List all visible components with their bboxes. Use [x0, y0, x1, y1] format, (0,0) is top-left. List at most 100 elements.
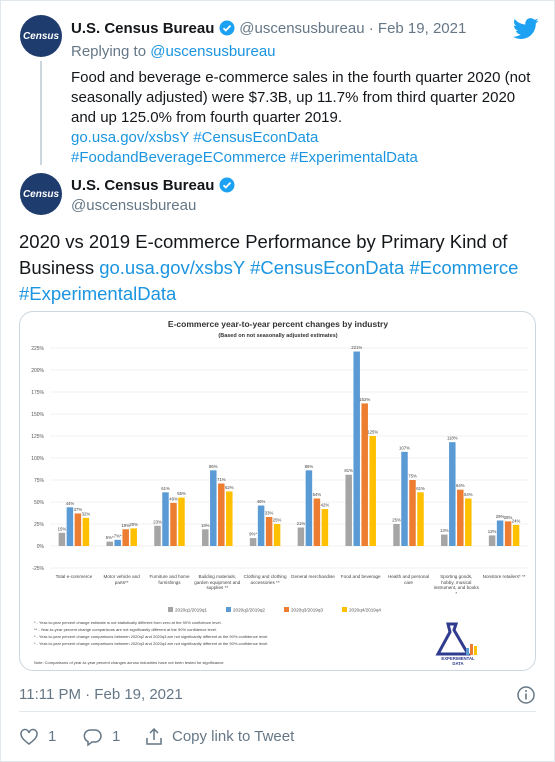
reply-body: Food and beverage e-commerce sales in th…: [71, 68, 541, 168]
hashtag[interactable]: #ExperimentalData: [19, 283, 177, 304]
hashtag[interactable]: #FoodandBeverageECommerce: [71, 149, 287, 166]
thread-line: [40, 61, 42, 165]
legend-swatch: [168, 607, 173, 612]
value-label: 62%: [225, 485, 234, 490]
divider: [19, 711, 536, 712]
value-label: 107%: [399, 445, 410, 450]
like-icon[interactable]: [19, 727, 39, 747]
legend-label: 2020q3/2019q3: [291, 608, 323, 613]
value-label: 71%: [217, 477, 226, 482]
mention[interactable]: @uscensusbureau: [150, 43, 276, 60]
value-label: 13%: [440, 528, 449, 533]
x-tick-label-box: General merchandise: [291, 574, 335, 579]
x-tick-label-box: Nonstore retailers* **: [482, 574, 526, 579]
value-label: 20%: [129, 522, 138, 527]
logo-bar: [470, 644, 473, 655]
x-tick-label-box: Motor vehicle and parts**: [104, 574, 140, 585]
value-label: 25%: [392, 518, 401, 523]
y-tick-label: 225%: [31, 346, 44, 352]
bar: [210, 470, 217, 546]
value-label: 9%*: [249, 532, 257, 537]
hashtag[interactable]: #CensusEconData: [193, 129, 319, 146]
hashtag[interactable]: #Ecommerce: [409, 257, 519, 278]
avatar[interactable]: Census: [20, 15, 62, 57]
author-name[interactable]: U.S. Census Bureau: [71, 177, 215, 194]
bar: [409, 480, 416, 546]
x-tick-label: Total e-commerce: [55, 574, 93, 579]
x-tick-label-box: Clothing and clothing accessories **: [244, 574, 287, 585]
x-tick-label: Health and personal care: [387, 574, 430, 585]
value-label: 125%: [367, 430, 378, 435]
hashtag[interactable]: #CensusEconData: [250, 257, 405, 278]
info-icon[interactable]: [516, 685, 536, 705]
value-label: 46%: [257, 499, 266, 504]
y-tick-label: -25%: [32, 566, 44, 572]
chart-title: E-commerce year-to-year percent changes …: [168, 319, 388, 329]
x-tick-label-box: Building materials, garden equipment and…: [194, 574, 240, 590]
hashtag[interactable]: #ExperimentalData: [290, 149, 418, 166]
bar: [345, 474, 352, 546]
value-label: 49%: [169, 496, 178, 501]
bar: [154, 525, 161, 546]
bar: [218, 483, 225, 546]
bar: [265, 516, 273, 546]
tweet-links: go.usa.gov/xsbsY #CensusEconData #Foodan…: [71, 128, 451, 168]
bar: [130, 528, 137, 546]
tweet-image[interactable]: E-commerce year-to-year percent changes …: [19, 311, 536, 671]
footnote: * - Year-to-year percent change comparis…: [34, 634, 268, 639]
bar: [170, 502, 177, 546]
value-label: 162%: [359, 397, 370, 402]
value-label: 21%: [297, 521, 306, 526]
value-label: 54%: [313, 492, 322, 497]
bar: [465, 498, 472, 546]
value-label: 86%: [305, 464, 314, 469]
share-icon[interactable]: [144, 727, 164, 747]
value-label: 19%: [201, 523, 210, 528]
value-label: 75%: [408, 474, 417, 479]
value-label: 23%: [153, 519, 162, 524]
bar: [249, 538, 257, 546]
value-label: 118%: [447, 436, 458, 441]
logo-mark: [435, 622, 471, 656]
bar: [305, 470, 313, 546]
y-tick-label: 0%: [37, 544, 45, 550]
link[interactable]: go.usa.gov/xsbsY: [99, 257, 245, 278]
bar: [457, 489, 464, 546]
timestamp[interactable]: 11:11 PM · Feb 19, 2021: [19, 686, 183, 703]
copy-link[interactable]: Copy link to Tweet: [172, 728, 295, 745]
twitter-logo[interactable]: [513, 18, 539, 40]
bar: [369, 436, 376, 546]
bar: [441, 534, 448, 546]
x-tick-label: Nonstore retailers* **: [482, 574, 526, 579]
bar: [114, 539, 121, 546]
like-count: 1: [48, 728, 57, 745]
avatar[interactable]: Census: [20, 173, 62, 215]
verified-badge: [219, 20, 235, 36]
author-handle[interactable]: @uscensusbureau: [71, 197, 197, 214]
bar: [321, 509, 329, 546]
reply-count: 1: [112, 728, 121, 745]
reply-icon[interactable]: [83, 727, 103, 747]
y-tick-label: 200%: [31, 368, 44, 374]
bar: [82, 517, 90, 546]
bar: [417, 492, 424, 546]
bar: [226, 491, 233, 546]
chart-subtitle: (Based on not seasonally adjusted estima…: [218, 333, 337, 339]
verified-badge: [219, 177, 235, 193]
value-label: 86%: [209, 464, 218, 469]
x-tick-label-box: Sporting goods, hobby, musical instrumen…: [433, 574, 479, 596]
link[interactable]: go.usa.gov/xsbsY: [71, 129, 190, 146]
value-label: 28%: [504, 515, 513, 520]
tweet-text: 2020 vs 2019 E-commerce Performance by P…: [19, 231, 508, 278]
value-label: 15%: [58, 526, 67, 531]
bar: [257, 505, 265, 546]
bar: [122, 529, 129, 546]
reply-header: U.S. Census Bureau @uscensusbureau · Feb…: [71, 20, 466, 38]
author-name[interactable]: U.S. Census Bureau: [71, 20, 215, 37]
legend-swatch: [342, 607, 347, 612]
author-header: U.S. Census Bureau: [71, 177, 235, 195]
x-tick-label: Sporting goods, hobby, musical instrumen…: [433, 574, 479, 596]
y-tick-label: 75%: [34, 478, 45, 484]
x-tick-label-box: Food and beverage: [341, 574, 381, 579]
value-label: 44%: [66, 501, 75, 506]
